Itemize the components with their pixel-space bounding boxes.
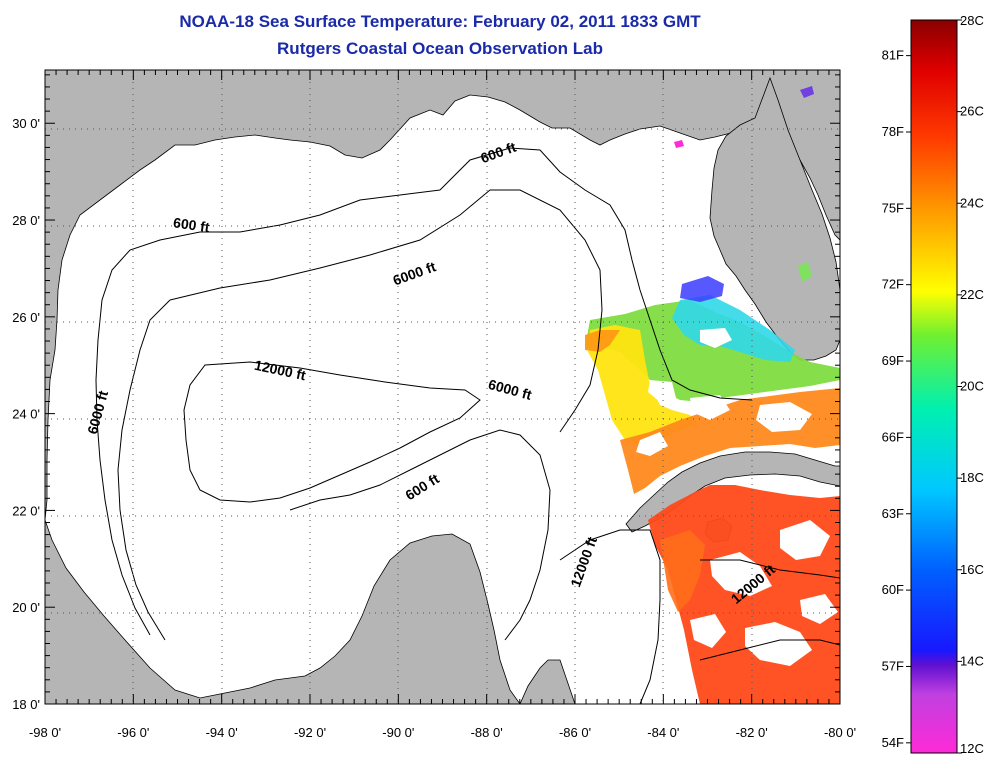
axis-ticks bbox=[44, 70, 841, 705]
contour-600ft-campeche bbox=[289, 429, 551, 641]
lon-tick-label: -96 0' bbox=[117, 725, 149, 740]
colorbar-celsius-label: 26C bbox=[960, 104, 984, 119]
map-subtitle: Rutgers Coastal Ocean Observation Lab bbox=[277, 39, 603, 58]
lon-tick-label: -94 0' bbox=[206, 725, 238, 740]
longitude-tick-labels: -98 0' -96 0' -94 0' -92 0' -90 0' -88 0' -86 … bbox=[29, 725, 856, 740]
colorbar-fahrenheit-label: 66F bbox=[882, 429, 904, 444]
contour-6000ft-west bbox=[117, 299, 171, 641]
colorbar-fahrenheit-label: 63F bbox=[882, 506, 904, 521]
sst-swath bbox=[585, 86, 840, 704]
lat-tick-label: 24 0' bbox=[12, 407, 40, 422]
bathymetry-contours bbox=[95, 147, 840, 704]
contour-12000ft bbox=[183, 361, 481, 503]
colorbar-fahrenheit-labels: 81F 78F 75F 72F 69F 66F 63F 60F 57F 54F bbox=[882, 48, 904, 750]
lat-tick-label: 30 0' bbox=[12, 116, 40, 131]
colorbar-fahrenheit-label: 69F bbox=[882, 353, 904, 368]
colorbar-celsius-label: 16C bbox=[960, 562, 984, 577]
graticule bbox=[45, 70, 840, 704]
contour-12000ft-cayman-2 bbox=[699, 639, 840, 661]
lat-tick-label: 18 0' bbox=[12, 697, 40, 712]
colorbar-fahrenheit-label: 57F bbox=[882, 658, 904, 673]
colorbar-fahrenheit-label: 72F bbox=[882, 277, 904, 292]
colorbar-ticks bbox=[906, 19, 962, 754]
colorbar-celsius-labels: 28C 26C 24C 22C 20C 18C 16C 14C 12C bbox=[960, 13, 984, 756]
lon-tick-label: -84 0' bbox=[647, 725, 679, 740]
land-mexico bbox=[45, 519, 521, 704]
colorbar-celsius-label: 12C bbox=[960, 741, 984, 756]
colorbar-celsius-label: 22C bbox=[960, 287, 984, 302]
map-title: NOAA-18 Sea Surface Temperature: Februar… bbox=[179, 12, 701, 31]
lon-tick-label: -92 0' bbox=[294, 725, 326, 740]
colorbar-celsius-label: 28C bbox=[960, 13, 984, 28]
colorbar-celsius-label: 14C bbox=[960, 653, 984, 668]
lon-tick-label: -90 0' bbox=[382, 725, 414, 740]
land-yucatan bbox=[519, 659, 576, 704]
colorbar-fahrenheit-label: 60F bbox=[882, 582, 904, 597]
lat-tick-label: 20 0' bbox=[12, 600, 40, 615]
colorbar bbox=[910, 19, 958, 754]
contour-label: 600 ft bbox=[172, 214, 211, 235]
latitude-tick-labels: 30 0' 28 0' 26 0' 24 0' 22 0' 20 0' 18 0' bbox=[12, 116, 40, 712]
colorbar-celsius-label: 20C bbox=[960, 379, 984, 394]
colorbar-celsius-label: 18C bbox=[960, 470, 984, 485]
lon-tick-label: -88 0' bbox=[471, 725, 503, 740]
colorbar-fahrenheit-label: 78F bbox=[882, 124, 904, 139]
contour-12000ft-yucatan bbox=[559, 529, 661, 704]
colorbar-fahrenheit-label: 75F bbox=[882, 200, 904, 215]
contour-6000ft bbox=[169, 189, 603, 433]
lon-tick-label: -98 0' bbox=[29, 725, 61, 740]
lon-tick-label: -80 0' bbox=[824, 725, 856, 740]
lon-tick-label: -86 0' bbox=[559, 725, 591, 740]
contour-12000ft-cayman bbox=[700, 559, 840, 579]
colorbar-fahrenheit-label: 81F bbox=[882, 48, 904, 63]
colorbar-celsius-label: 24C bbox=[960, 195, 984, 210]
lon-tick-label: -82 0' bbox=[736, 725, 768, 740]
colorbar-fahrenheit-label: 54F bbox=[882, 735, 904, 750]
contour-600ft-shelf bbox=[439, 147, 753, 401]
lat-tick-label: 22 0' bbox=[12, 503, 40, 518]
contour-600ft-west bbox=[95, 189, 441, 636]
lat-tick-label: 28 0' bbox=[12, 213, 40, 228]
lat-tick-label: 26 0' bbox=[12, 310, 40, 325]
